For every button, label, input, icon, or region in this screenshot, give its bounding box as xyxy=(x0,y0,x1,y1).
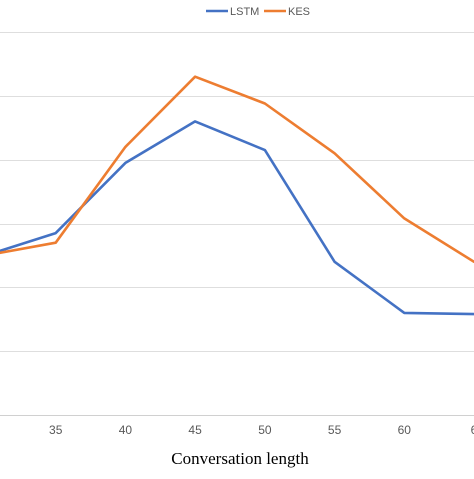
legend-label-lstm: LSTM xyxy=(230,6,259,18)
x-tick-label: 60 xyxy=(398,423,412,437)
legend-label-kes: KES xyxy=(288,6,310,18)
series-line-kes xyxy=(0,75,474,264)
x-tick-labels: 35 40 45 50 55 60 6 xyxy=(49,423,474,437)
x-axis-title: Conversation length xyxy=(171,449,309,468)
legend: LSTM KES xyxy=(206,6,310,18)
x-tick-label: 6 xyxy=(471,423,474,437)
gridlines xyxy=(0,32,474,416)
series-lines xyxy=(0,75,474,316)
x-tick-label: 50 xyxy=(258,423,272,437)
x-tick-label: 45 xyxy=(188,423,202,437)
series-line-lstm xyxy=(0,120,474,316)
x-tick-label: 35 xyxy=(49,423,63,437)
x-tick-label: 55 xyxy=(328,423,342,437)
x-tick-label: 40 xyxy=(119,423,133,437)
